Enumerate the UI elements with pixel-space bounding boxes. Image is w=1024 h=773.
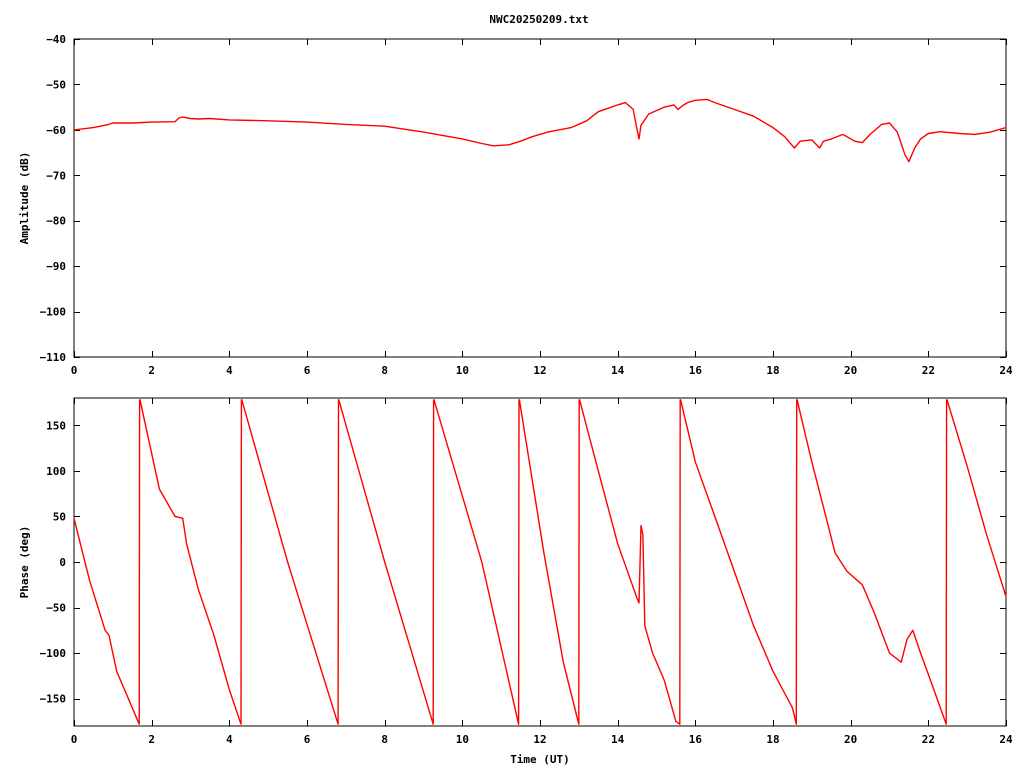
phase-panel: 0 2 4 6 8 10 12 14 16 18 20 22 24−150−100−5005010015… (18, 397, 1013, 766)
amplitude-y-tick-label: −50 (46, 78, 66, 91)
phase-x-tick-label: 0 (71, 733, 78, 746)
phase-y-tick-label: 0 (59, 556, 66, 569)
amplitude-y-tick-label: −40 (46, 33, 66, 46)
amplitude-panel: 0 2 4 6 8 10 12 14 16 18 20 22 24−110−100−90−80−70−6… (18, 33, 1013, 377)
phase-x-tick-label: 4 (226, 733, 233, 746)
amplitude-x-tick-label: 24 (999, 364, 1013, 377)
phase-x-tick-label: 10 (456, 733, 469, 746)
amplitude-x-tick-label: 14 (611, 364, 625, 377)
phase-x-tick-label: 8 (381, 733, 388, 746)
phase-y-axis-label: Phase (deg) (18, 526, 31, 599)
phase-y-tick-label: 100 (46, 465, 66, 478)
amplitude-y-tick-label: −70 (46, 169, 66, 182)
amplitude-x-tick-label: 10 (456, 364, 469, 377)
amplitude-x-tick-label: 2 (148, 364, 155, 377)
amplitude-x-tick-label: 22 (922, 364, 935, 377)
phase-y-tick-label: −50 (46, 602, 66, 615)
phase-y-tick-label: 150 (46, 419, 66, 432)
phase-x-tick-label: 6 (304, 733, 311, 746)
amplitude-y-tick-label: −80 (46, 215, 66, 228)
phase-x-tick-label: 12 (533, 733, 546, 746)
phase-y-tick-label: −150 (40, 693, 67, 706)
phase-x-tick-label: 2 (148, 733, 155, 746)
phase-y-tick-label: −100 (40, 647, 67, 660)
amplitude-x-tick-label: 20 (844, 364, 857, 377)
phase-plot-frame (73, 397, 1007, 727)
amplitude-x-tick-label: 0 (71, 364, 78, 377)
phase-series-line (73, 399, 1007, 725)
phase-x-tick-label: 16 (689, 733, 703, 746)
phase-x-tick-label: 20 (844, 733, 857, 746)
phase-x-axis-label: Time (UT) (510, 753, 570, 766)
amplitude-x-tick-label: 6 (304, 364, 311, 377)
phase-x-tick-label: 18 (766, 733, 779, 746)
amplitude-y-tick-label: −110 (40, 351, 67, 364)
amplitude-x-tick-label: 18 (766, 364, 779, 377)
phase-x-tick-label: 24 (999, 733, 1013, 746)
amplitude-y-tick-label: −90 (46, 260, 66, 273)
amplitude-y-tick-label: −60 (46, 124, 66, 137)
amplitude-series-line (73, 98, 1007, 163)
chart-title: NWC20250209.txt (489, 13, 588, 26)
phase-y-tick-label: 50 (53, 510, 66, 523)
amplitude-x-tick-label: 4 (226, 364, 233, 377)
amplitude-y-axis-label: Amplitude (dB) (18, 152, 31, 245)
amplitude-x-tick-label: 12 (533, 364, 546, 377)
amplitude-x-tick-label: 8 (381, 364, 388, 377)
phase-x-tick-label: 22 (922, 733, 935, 746)
phase-x-tick-label: 14 (611, 733, 625, 746)
amplitude-x-tick-label: 16 (689, 364, 703, 377)
amplitude-plot-frame (73, 38, 1007, 358)
amplitude-y-tick-label: −100 (40, 306, 67, 319)
